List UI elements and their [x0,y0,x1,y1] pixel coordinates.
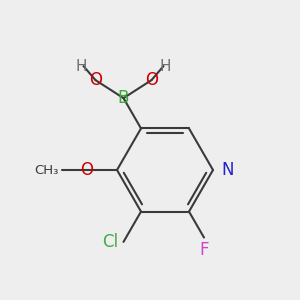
Text: O: O [80,161,94,179]
Text: Cl: Cl [102,233,119,251]
Text: N: N [221,161,233,179]
Text: O: O [145,71,158,89]
Text: H: H [76,58,87,74]
Text: H: H [160,58,171,74]
Text: B: B [118,89,129,107]
Text: F: F [199,241,209,259]
Text: O: O [89,71,102,89]
Text: CH₃: CH₃ [34,164,59,176]
